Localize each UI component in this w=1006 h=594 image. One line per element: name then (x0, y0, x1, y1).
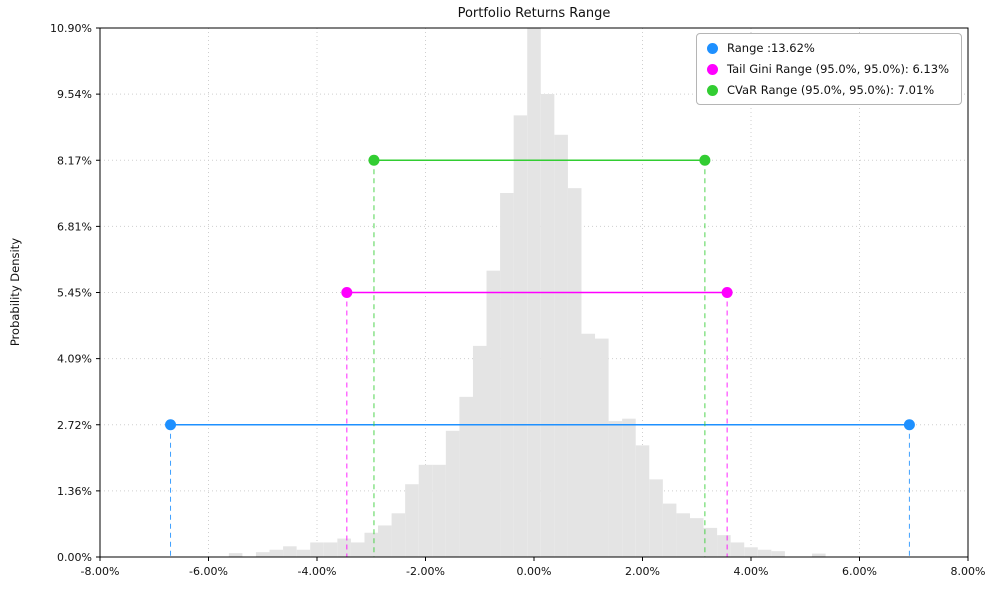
range-line-tail-gini-range (341, 287, 733, 557)
legend-item-tail-gini-range: Tail Gini Range (95.0%, 95.0%): 6.13% (707, 62, 949, 76)
range-endpoint-range (903, 419, 915, 431)
range-endpoint-range (165, 419, 177, 431)
range-line-range (165, 419, 915, 557)
x-tick-label: 8.00% (951, 565, 986, 578)
legend-label-range: Range :13.62% (727, 41, 815, 55)
y-tick-label: 8.17% (57, 154, 92, 167)
y-tick-label: 4.09% (57, 353, 92, 366)
x-tick-label: 0.00% (517, 565, 552, 578)
x-tick-label: 4.00% (734, 565, 769, 578)
y-tick-label: 1.36% (57, 485, 92, 498)
range-endpoint-tail-gini-range (721, 287, 733, 298)
x-tick-label: -4.00% (298, 565, 337, 578)
y-tick-label: 2.72% (57, 419, 92, 432)
x-tick-label: 2.00% (625, 565, 660, 578)
y-tick-label: 6.81% (57, 220, 92, 233)
chart-title: Portfolio Returns Range (457, 6, 611, 21)
y-tick-label: 9.54% (57, 88, 92, 101)
range-marker-icon (707, 42, 719, 54)
legend: Range :13.62% Tail Gini Range (95.0%, 95… (696, 33, 962, 105)
x-tick-label: -2.00% (406, 565, 445, 578)
x-tick-label: -6.00% (189, 565, 228, 578)
range-endpoint-tail-gini-range (341, 287, 353, 298)
legend-item-cvar-range: CVaR Range (95.0%, 95.0%): 7.01% (707, 83, 949, 97)
y-tick-label: 10.90% (50, 22, 92, 35)
cvar-marker-icon (707, 84, 719, 96)
y-tick-label: 5.45% (57, 287, 92, 300)
x-tick-label: -8.00% (81, 565, 120, 578)
range-endpoint-cvar-range (368, 154, 380, 166)
y-axis-label-wrap: Probability Density (8, 28, 22, 557)
axis-ticks (96, 27, 969, 561)
legend-label-cvar-range: CVaR Range (95.0%, 95.0%): 7.01% (727, 83, 935, 97)
y-axis-label: Probability Density (8, 238, 22, 347)
range-line-cvar-range (368, 154, 711, 557)
legend-label-tail-gini-range: Tail Gini Range (95.0%, 95.0%): 6.13% (727, 62, 949, 76)
tail-gini-marker-icon (707, 63, 719, 75)
axis-tick-labels: -8.00% -6.00% -4.00% -2.00% 0.00% 2.00% 4.00% 6… (50, 22, 985, 578)
range-endpoint-cvar-range (699, 154, 711, 166)
y-tick-label: 0.00% (57, 551, 92, 564)
x-tick-label: 6.00% (842, 565, 877, 578)
legend-item-range: Range :13.62% (707, 41, 949, 55)
